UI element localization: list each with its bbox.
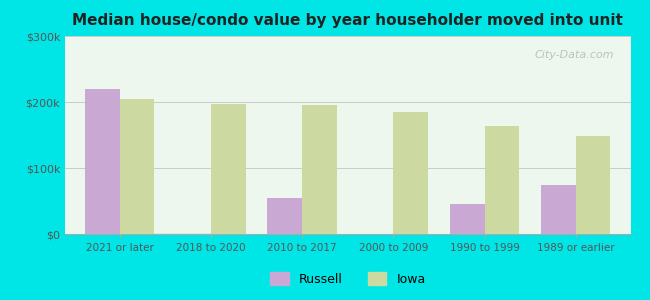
Title: Median house/condo value by year householder moved into unit: Median house/condo value by year househo… xyxy=(72,13,623,28)
Bar xyxy=(541,184,576,234)
Text: City-Data.com: City-Data.com xyxy=(534,50,614,60)
Bar xyxy=(85,89,120,234)
Bar xyxy=(393,112,428,234)
Bar xyxy=(268,198,302,234)
Bar xyxy=(211,104,246,234)
Legend: Russell, Iowa: Russell, Iowa xyxy=(265,268,430,291)
Bar xyxy=(576,136,610,234)
Bar xyxy=(450,204,484,234)
Bar xyxy=(302,105,337,234)
Bar xyxy=(484,126,519,234)
Bar xyxy=(120,99,155,234)
